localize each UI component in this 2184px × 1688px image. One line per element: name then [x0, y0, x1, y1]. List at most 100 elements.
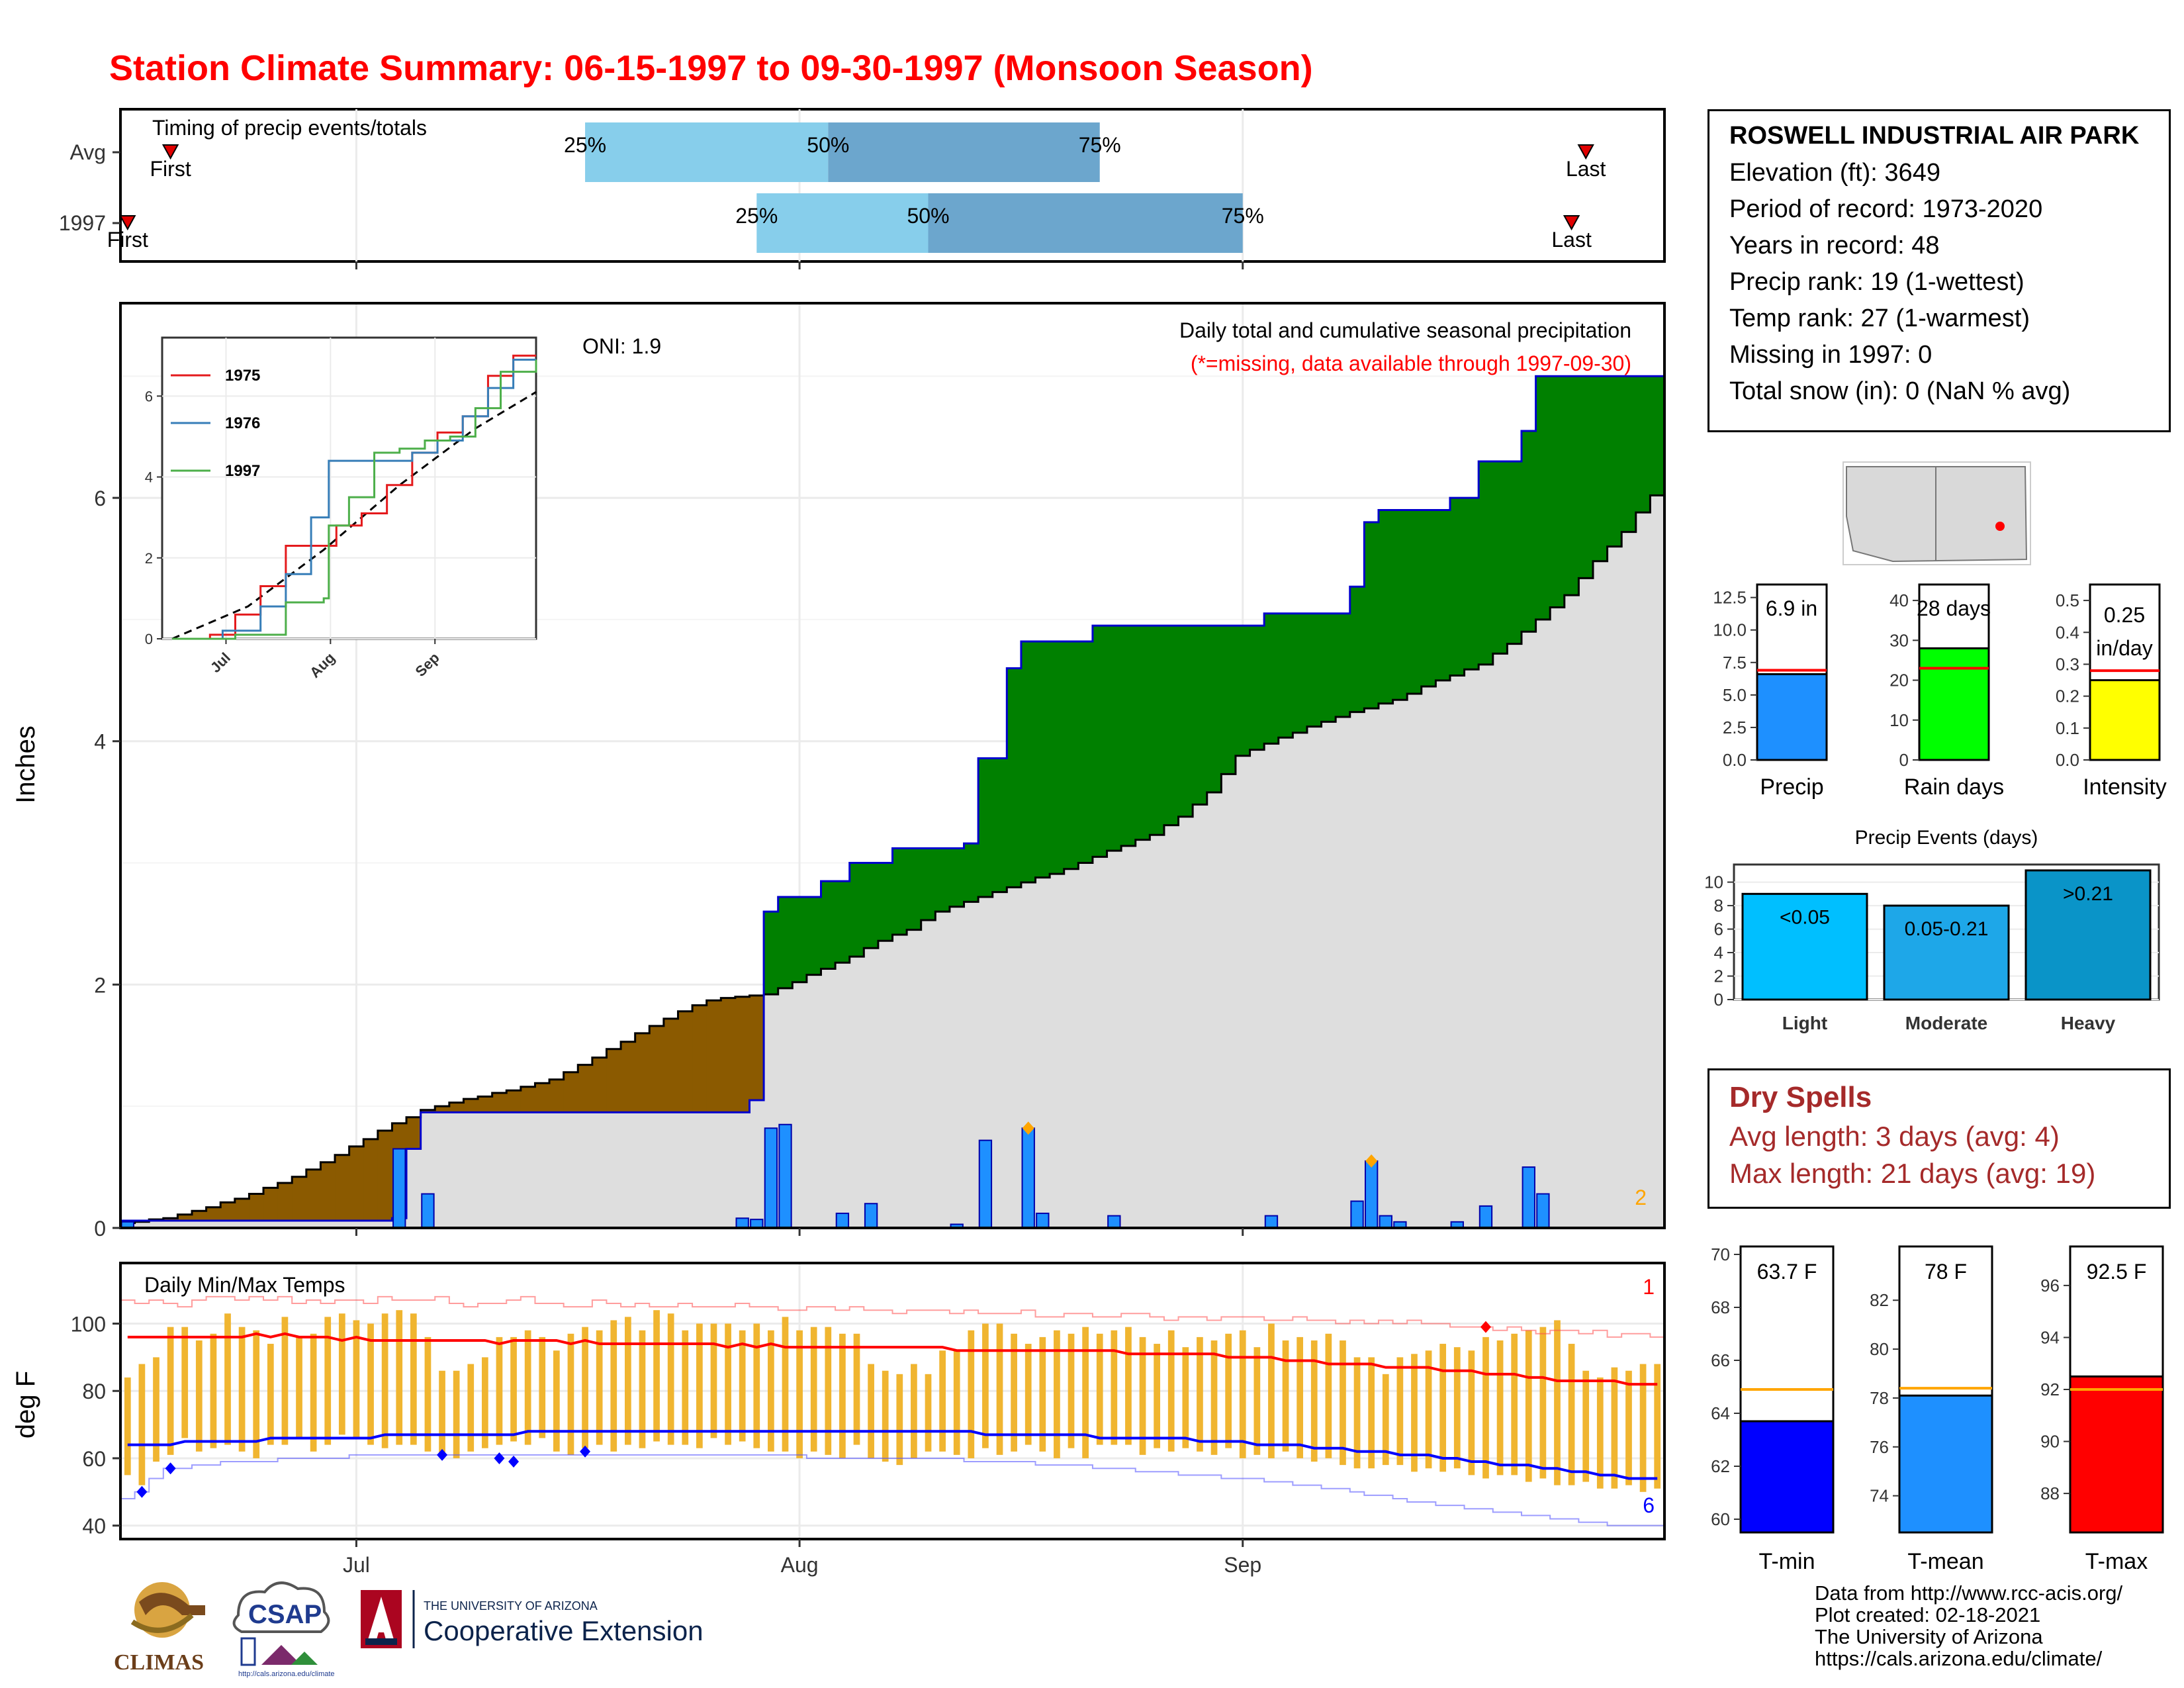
deficit-area	[520, 1086, 535, 1113]
daily-temp-bar	[667, 1313, 674, 1445]
events-ytick-label: 0	[1714, 990, 1723, 1009]
surplus-area	[1621, 376, 1637, 532]
surplus-area	[892, 848, 907, 935]
daily-temp-bar	[267, 1344, 274, 1445]
deficit-area	[663, 1018, 678, 1113]
temp-corner-max: 1	[1643, 1275, 1655, 1299]
daily-precip-bar	[764, 1127, 778, 1229]
timing-last-marker	[1563, 215, 1580, 231]
daily-temp-bar	[553, 1350, 560, 1452]
temp-summary-ytick-label: 74	[1870, 1486, 1889, 1506]
daily-temp-bar	[224, 1313, 231, 1445]
timing-title: Timing of precip events/totals	[152, 116, 427, 140]
timing-q25-label: 25%	[564, 133, 606, 157]
surplus-area	[1321, 613, 1336, 722]
deficit-area	[177, 1214, 193, 1221]
daily-temp-bar	[610, 1320, 617, 1452]
surplus-area	[1150, 626, 1165, 835]
station-period: Period of record: 1973-2020	[1729, 195, 2043, 223]
surplus-area	[1492, 461, 1508, 654]
event-category-label: Light	[1782, 1013, 1827, 1033]
surplus-area	[821, 881, 836, 969]
surplus-area	[1421, 510, 1436, 687]
ua-name: THE UNIVERSITY OF ARIZONA	[424, 1599, 598, 1613]
daily-temp-bar	[181, 1327, 189, 1438]
deficit-area	[463, 1099, 478, 1113]
surplus-area	[1163, 626, 1179, 825]
surplus-area	[1121, 626, 1136, 846]
deficit-area	[649, 1025, 664, 1113]
station-precip-rank: Precip rank: 19 (1-wettest)	[1729, 268, 2025, 296]
summary-ytick-label: 20	[1889, 671, 1909, 690]
summary-ytick-label: 40	[1889, 590, 1909, 610]
temp-summary-ytick-label: 64	[1711, 1403, 1730, 1423]
daily-temp-bar	[868, 1364, 874, 1458]
daily-temp-bar	[367, 1323, 374, 1445]
temp-summary-ytick-label: 78	[1870, 1388, 1889, 1408]
surplus-area	[1407, 510, 1422, 694]
daily-temp-bar	[853, 1333, 860, 1445]
temp-summary-label: 92.5 F	[2087, 1260, 2147, 1284]
surplus-area	[1449, 498, 1465, 676]
credit-url: https://cals.arizona.edu/climate/	[1815, 1647, 2103, 1670]
temp-summary-value	[1739, 1420, 1835, 1534]
precip-total-label: 6.9 in	[1766, 596, 1817, 620]
daily-temp-bar	[1611, 1367, 1618, 1489]
surplus-area	[1107, 626, 1122, 851]
precip-panel-frame	[119, 302, 1666, 1229]
max-precip-marker	[1022, 1121, 1034, 1135]
deficit-area	[435, 1106, 450, 1113]
station-snow: Total snow (in): 0 (NaN % avg)	[1729, 377, 2071, 405]
temp-ytick-label: 80	[82, 1380, 106, 1403]
ua-extension: Cooperative Extension	[424, 1615, 704, 1646]
daily-precip-bar	[421, 1193, 435, 1229]
temp-summary-ytick-label: 76	[1870, 1437, 1889, 1457]
surplus-area	[1521, 431, 1537, 632]
daily-precip-bar	[1479, 1205, 1493, 1229]
temp-panel-bg	[120, 1263, 1664, 1539]
daily-temp-bar	[639, 1330, 646, 1448]
locator-map	[1843, 461, 2031, 565]
surplus-area	[1435, 510, 1451, 680]
daily-temp-bar	[1167, 1330, 1175, 1452]
daily-temp-bar	[1340, 1340, 1346, 1466]
daily-temp-bar	[1625, 1370, 1632, 1485]
precip-ylabel: Inches	[11, 726, 40, 804]
daily-temp-bar	[768, 1330, 774, 1452]
surplus-area	[1206, 626, 1222, 792]
timing-first-label: First	[107, 228, 148, 252]
temp-panel-frame	[119, 1262, 1666, 1540]
summary-ytick-label: 0.2	[2056, 686, 2079, 706]
event-bar	[1883, 904, 2010, 1001]
daily-temp-bar	[725, 1323, 731, 1445]
summary-bar-name: Rain days	[1904, 774, 2004, 800]
deficit-area	[163, 1218, 178, 1221]
timing-last-marker	[1577, 144, 1594, 160]
daily-temp-bar	[839, 1333, 846, 1458]
summary-ytick-label: 30	[1889, 630, 1909, 650]
daily-temp-bar	[281, 1317, 289, 1445]
daily-temp-bar	[911, 1364, 917, 1458]
deficit-area	[721, 998, 736, 1113]
inset-ytick-label: 2	[145, 550, 153, 567]
deficit-area	[563, 1072, 578, 1113]
credit-plot-date: Plot created: 02-18-2021	[1815, 1603, 2041, 1626]
precip-corner-count: 2	[1635, 1186, 1647, 1209]
avg-max-temp-line	[127, 1332, 1658, 1386]
credit-data-source: Data from http://www.rcc-acis.org/	[1815, 1581, 2123, 1605]
events-ytick-label: 4	[1714, 943, 1723, 962]
summary-bar-value	[1756, 673, 1828, 761]
precip-ytick-label: 4	[94, 730, 106, 754]
surplus-area	[1235, 626, 1251, 756]
daily-temp-bar	[996, 1323, 1003, 1455]
daily-temp-bar	[1082, 1327, 1089, 1458]
surplus-area	[849, 863, 864, 957]
temp-xtick-label: Aug	[781, 1553, 819, 1577]
daily-temp-bar	[539, 1336, 546, 1438]
daily-temp-bar	[338, 1313, 345, 1435]
inset-series-line	[172, 359, 537, 640]
avg-min-temp-line	[127, 1430, 1658, 1480]
dry-spells-title: Dry Spells	[1729, 1081, 1872, 1113]
timing-last-label: Last	[1551, 228, 1592, 252]
daily-temp-bar	[710, 1323, 717, 1438]
